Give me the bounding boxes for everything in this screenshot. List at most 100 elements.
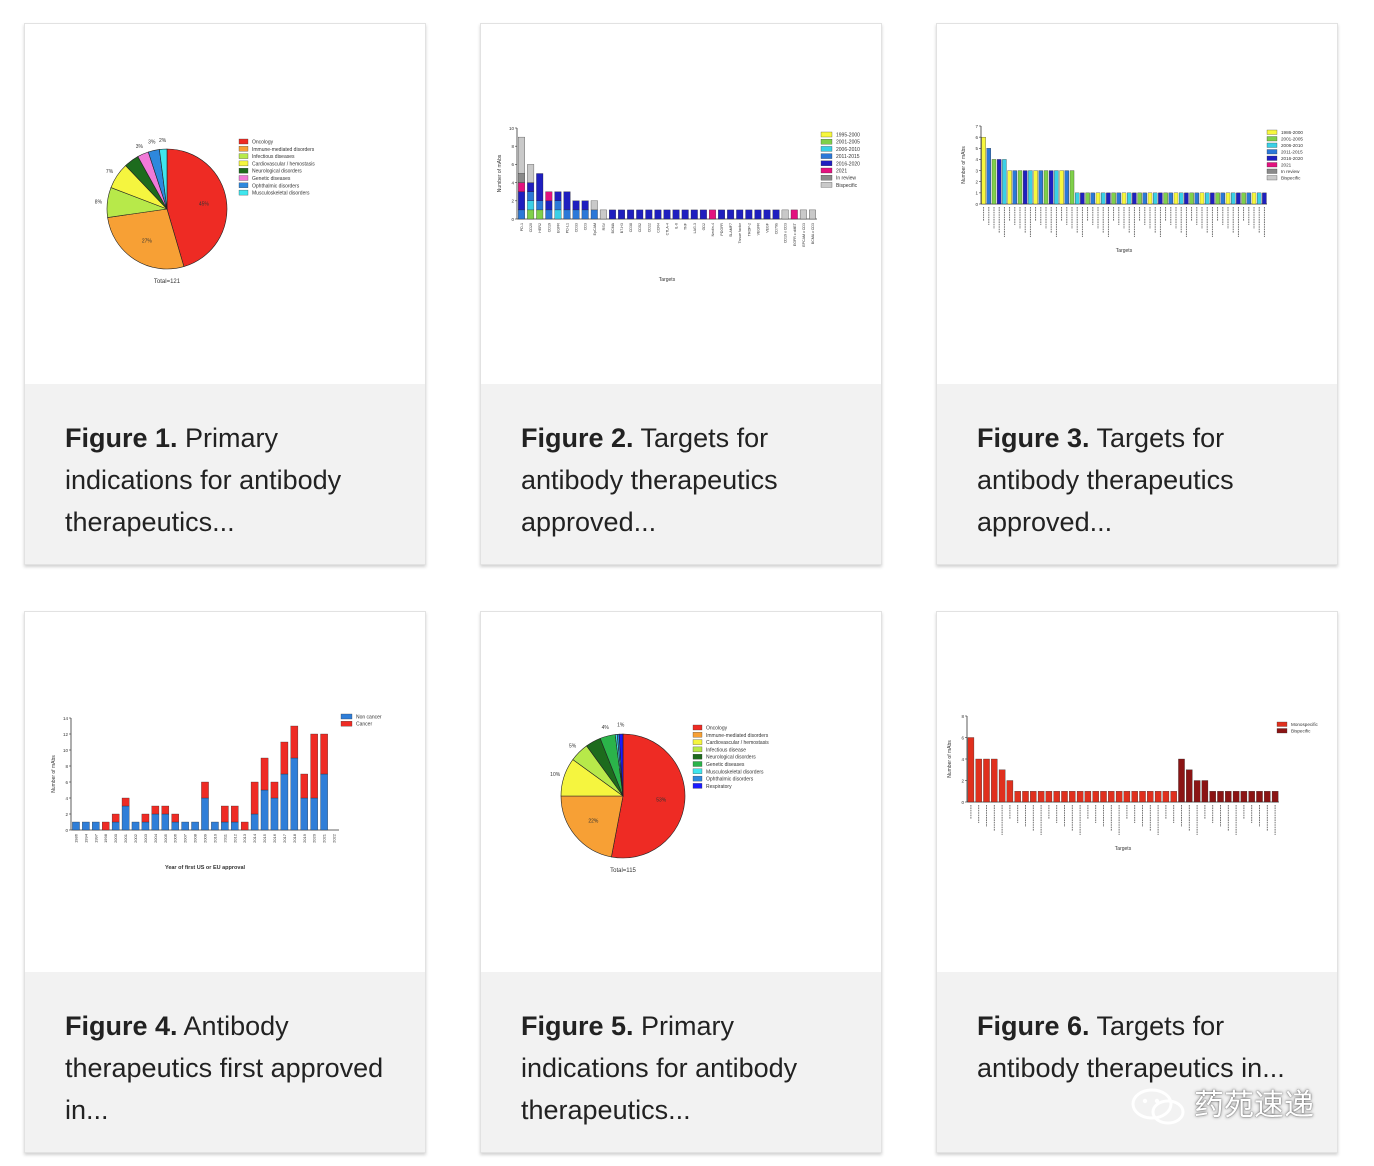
- bar-segment: [799, 209, 807, 220]
- figure-caption[interactable]: Figure 2. Targets for antibody therapeut…: [481, 384, 881, 564]
- watermark-text: 药苑速递: [1194, 1088, 1314, 1123]
- slice-value-label: 7%: [106, 169, 114, 175]
- bar: [1095, 192, 1101, 205]
- bar: [1178, 758, 1185, 803]
- x-tick-label: 1998: [103, 833, 108, 843]
- slice-value-label: 3%: [148, 140, 156, 146]
- figure-label: Figure 5.: [521, 1011, 634, 1041]
- bar-segment: [240, 821, 249, 831]
- legend-swatch: [238, 175, 249, 181]
- bar-chart: 0 1 2 3 4 5 6 7 Number of mAbs 1986-2000 2001-2005…: [961, 124, 1303, 254]
- y-tick-label: 2: [511, 199, 514, 204]
- bar-segment: [527, 164, 535, 183]
- bar: [1080, 192, 1085, 205]
- bar: [1205, 192, 1210, 205]
- figure-card-3[interactable]: 0 1 2 3 4 5 6 7 Number of mAbs 1986-2000 2001-2005…: [936, 23, 1338, 565]
- x-tick-label: CD3: [584, 223, 588, 230]
- bar-segment: [181, 821, 189, 831]
- figure-thumbnail[interactable]: 0 2 4 6 8 10 Number of mAbs PD-1 CD20 HER2 CD19 EGF…: [481, 24, 881, 384]
- bar-segment: [763, 209, 771, 220]
- bar-segment: [736, 209, 744, 220]
- legend-label: 2001-2005: [1281, 137, 1303, 142]
- slice-value-label: 45%: [199, 202, 210, 208]
- legend-label: Infectious diseases: [252, 154, 295, 160]
- figure-thumbnail[interactable]: 0 2 4 6 8 Number of mAbs Monospecific Bispecifi…: [937, 612, 1337, 972]
- bar: [1100, 791, 1107, 803]
- y-tick-label: 8: [511, 144, 514, 149]
- slice-value-label: 10%: [550, 772, 561, 778]
- bar: [1006, 780, 1014, 803]
- bar: [1022, 791, 1029, 803]
- x-tick-label: HER2: [538, 223, 542, 233]
- legend-label: Bispecific: [1291, 729, 1311, 734]
- bar-segment: [92, 821, 100, 831]
- pie-chart: 53% 22% 10% 5% 4% 1% Total=115 OncologyImmune-m…: [550, 723, 769, 874]
- x-tick-label: CD33: [575, 223, 579, 232]
- x-tick-label: TROP-2: [747, 223, 751, 236]
- bar: [1248, 791, 1255, 803]
- x-tick-label: 2006: [173, 833, 178, 843]
- figure-thumbnail[interactable]: 0 2 4 6 8 10 12 14 Number of mAbs 1986 1994 1997 199…: [25, 612, 425, 972]
- x-tick-label: EGFR: [556, 223, 560, 233]
- bar-segment: [709, 209, 716, 220]
- x-tick-label: 2020: [312, 833, 317, 843]
- y-tick-label: 1: [975, 191, 978, 196]
- y-tick-label: 8: [65, 764, 68, 769]
- figure-caption[interactable]: Figure 6. Targets for antibody therapeut…: [937, 972, 1337, 1152]
- slice-value-label: 22%: [588, 819, 599, 825]
- x-tick-label: 2014: [252, 833, 257, 843]
- figure-card-1[interactable]: 45% 27% 8% 7% 3% 3% 2% Total=121 Oncology Immune-…: [24, 23, 426, 565]
- legend-label: Neurological disorders: [252, 169, 302, 175]
- figure-caption[interactable]: Figure 5. Primary indications for antibo…: [481, 972, 881, 1152]
- figure-thumbnail[interactable]: 45% 27% 8% 7% 3% 3% 2% Total=121 Oncology Immune-…: [25, 24, 425, 384]
- figure-caption[interactable]: Figure 4. Antibody therapeutics first ap…: [25, 972, 425, 1152]
- bar-segment: [690, 209, 698, 220]
- bar-segment: [572, 209, 580, 220]
- figure-card-6[interactable]: 0 2 4 6 8 Number of mAbs Monospecific Bispecifi…: [936, 611, 1338, 1153]
- legend-label: Neurological disorders: [706, 755, 756, 761]
- bar-segment: [581, 209, 589, 220]
- legend-swatch: [1266, 155, 1278, 161]
- legend-swatch: [692, 724, 703, 731]
- x-tick-label: CTLA-4: [666, 223, 670, 235]
- bar: [1069, 170, 1075, 205]
- figure-label: Figure 1.: [65, 423, 178, 453]
- x-tick-label: CCR4: [656, 223, 660, 233]
- bar-segment: [171, 813, 179, 823]
- figure-caption[interactable]: Figure 3. Targets for antibody therapeut…: [937, 384, 1337, 564]
- x-tick-label: 2015: [262, 833, 267, 843]
- legend-label: Non cancer: [356, 715, 382, 721]
- bar-segment: [270, 781, 279, 799]
- y-tick-label: 6: [65, 780, 68, 785]
- figure-thumbnail[interactable]: 0 1 2 3 4 5 6 7 Number of mAbs 1986-2000 2001-2005…: [937, 24, 1337, 384]
- bar: [1038, 170, 1043, 205]
- x-tick-label: TNF: [684, 222, 688, 230]
- legend-swatch: [820, 160, 833, 166]
- slice-value-label: 27%: [142, 238, 153, 244]
- figure-thumbnail[interactable]: 53% 22% 10% 5% 4% 1% Total=115 Oncology Immune-m…: [481, 612, 881, 972]
- legend-swatch: [238, 168, 249, 174]
- bar-segment: [290, 725, 299, 759]
- legend-label: In review: [836, 176, 856, 182]
- bar: [1076, 791, 1084, 803]
- x-tick-label: LAG-3: [693, 223, 697, 233]
- x-tick-label: 2010: [212, 833, 217, 843]
- figure-card-2[interactable]: 0 2 4 6 8 10 Number of mAbs PD-1 CD20 HER2 CD19 EGF…: [480, 23, 882, 565]
- figure-card-5[interactable]: 53% 22% 10% 5% 4% 1% Total=115 Oncology Immune-m…: [480, 611, 882, 1153]
- bar: [1111, 192, 1116, 205]
- legend-swatch: [340, 721, 353, 727]
- total-label: Total=121: [154, 279, 181, 285]
- figure-card-4[interactable]: 0 2 4 6 8 10 12 14 Number of mAbs 1986 1994 1997 199…: [24, 611, 426, 1153]
- y-tick-label: 10: [63, 748, 69, 753]
- figure-caption[interactable]: Figure 1. Primary indications for antibo…: [25, 384, 425, 564]
- legend-swatch: [238, 160, 249, 167]
- bar-segment: [609, 209, 616, 220]
- bar: [1240, 791, 1248, 803]
- legend-label: Genetic diseases: [706, 762, 745, 768]
- legend-swatch: [820, 146, 833, 152]
- pie-slice: [159, 148, 168, 210]
- bar-segment: [231, 821, 239, 831]
- bar-segment: [161, 813, 170, 831]
- legend-label: Respiratory: [706, 784, 732, 790]
- bar-segment: [545, 191, 553, 201]
